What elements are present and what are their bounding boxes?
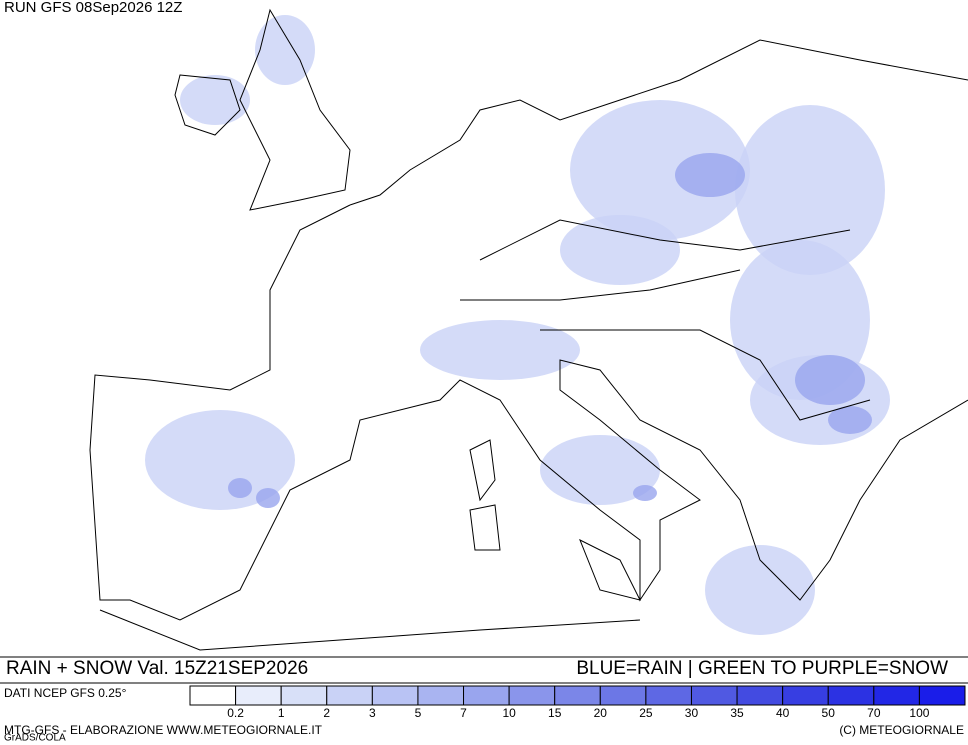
colorbar-tick-label: 15 <box>548 706 562 720</box>
colorbar-tick-label: 10 <box>502 706 516 720</box>
colorbar-tick-label: 50 <box>822 706 836 720</box>
caption-left: RAIN + SNOW Val. 15Z21SEP2026 <box>6 658 308 679</box>
colorbar-tick-label: 30 <box>685 706 699 720</box>
colorbar-box <box>918 685 966 706</box>
colorbar-box <box>235 685 282 706</box>
colorbar-tick-label: 0.2 <box>227 706 244 720</box>
colorbar-tick-label: 2 <box>323 706 330 720</box>
footer-right: (C) METEOGIORNALE <box>839 723 964 737</box>
coastlines <box>89 8 968 651</box>
footer-left: MTG-GFS - ELABORAZIONE WWW.METEOGIORNALE… <box>4 723 323 737</box>
run-label: RUN GFS 08Sep2026 12Z <box>4 0 182 16</box>
colorbar-box <box>189 685 237 706</box>
colorbar-tick-label: 40 <box>776 706 790 720</box>
colorbar-box <box>326 685 373 706</box>
caption-right: BLUE=RAIN | GREEN TO PURPLE=SNOW <box>576 658 948 679</box>
map-area <box>89 8 968 651</box>
colorbar-tick-label: 7 <box>460 706 467 720</box>
colorbar-box <box>280 685 328 706</box>
colorbar-tick-label: 25 <box>639 706 653 720</box>
footer-credit: GrADS/COLA <box>4 733 66 744</box>
colorbar-label: DATI NCEP GFS 0.25° <box>4 686 127 700</box>
colorbar-box <box>873 685 920 706</box>
precipitation <box>145 15 890 635</box>
colorbar-box <box>827 685 875 706</box>
colorbar-box <box>690 685 738 706</box>
colorbar-tick-label: 1 <box>278 706 285 720</box>
colorbar-tick-label: 100 <box>909 706 929 720</box>
colorbar-box <box>645 685 692 706</box>
colorbar-box <box>554 685 601 706</box>
colorbar-box <box>508 685 556 706</box>
colorbar-box <box>463 685 510 706</box>
colorbar-box <box>417 685 465 706</box>
colorbar-tick-label: 70 <box>867 706 881 720</box>
colorbar-tick-label: 3 <box>369 706 376 720</box>
colorbar-tick-label: 35 <box>730 706 744 720</box>
colorbar-box <box>599 685 647 706</box>
colorbar-tick-label: 20 <box>594 706 608 720</box>
colorbar-box <box>371 685 419 706</box>
colorbar-box <box>736 685 784 706</box>
colorbar-tick-label: 5 <box>415 706 422 720</box>
colorbar: 0.2 1 2 3 5 7 10 15 20 25 30 35 40 50 70 100 <box>189 685 966 720</box>
colorbar-box <box>782 685 829 706</box>
